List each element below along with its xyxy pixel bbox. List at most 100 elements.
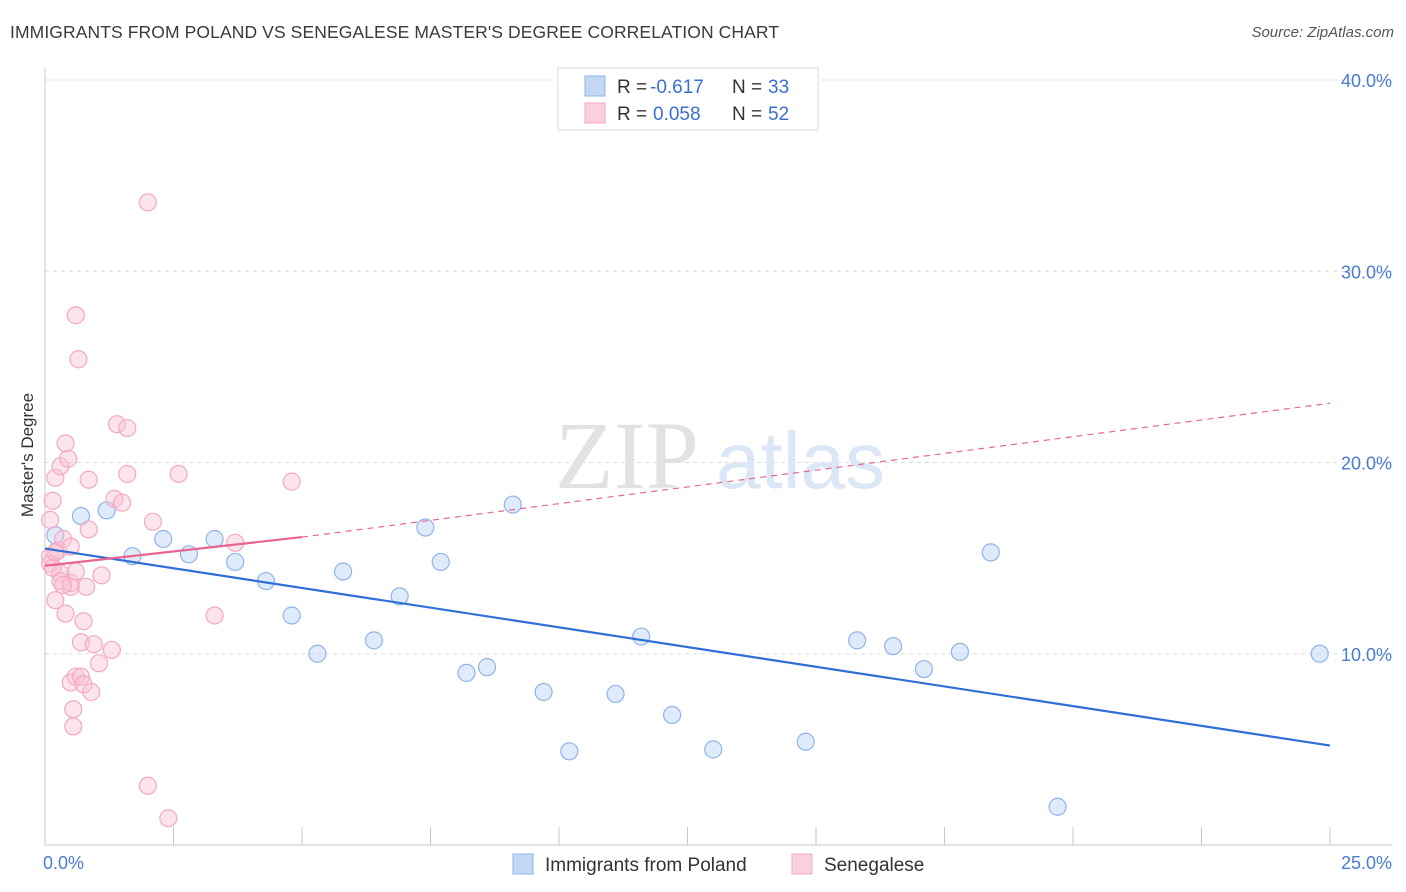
poland-point-10 <box>308 644 327 663</box>
poland-point-30 <box>981 543 1000 562</box>
watermark-zip: ZIP <box>555 402 699 509</box>
senegalese-point-9 <box>51 457 70 476</box>
bottom-legend-label-poland: Immigrants from Poland <box>545 855 747 876</box>
senegalese-point-19 <box>66 306 85 325</box>
senegalese-point-37 <box>118 418 137 438</box>
poland-point-25 <box>796 732 815 751</box>
poland-point-9 <box>282 606 301 625</box>
axes <box>44 68 1392 846</box>
poland-point-23 <box>662 705 682 725</box>
bottom-legend-swatch-senegalese <box>791 853 813 875</box>
poland-point-14 <box>416 518 435 537</box>
senegalese-point-47 <box>53 575 73 595</box>
senegalese-point-27 <box>79 470 98 489</box>
gridlines <box>45 79 1392 655</box>
y-axis-label: Master's Degree <box>18 393 37 517</box>
poland-point-32 <box>1310 644 1329 663</box>
chart-source: Source: ZipAtlas.com <box>1251 24 1394 41</box>
poland-point-31 <box>1048 797 1067 816</box>
poland-point-19 <box>534 682 553 702</box>
poland-point-16 <box>457 663 476 682</box>
senegalese-point-3 <box>43 491 62 510</box>
bottom-legend-swatch-poland <box>512 853 534 875</box>
senegalese-point-35 <box>107 415 127 434</box>
senegalese-point-18 <box>64 717 83 736</box>
senegalese-point-13 <box>56 434 75 453</box>
watermark-atlas: atlas <box>716 416 885 505</box>
x-tick-label-end: 25.0% <box>1341 853 1392 873</box>
series-0 <box>46 495 1329 816</box>
legend-r-value-2: 0.058 <box>653 104 701 125</box>
bottom-legend-label-senegalese: Senegalese <box>824 855 924 876</box>
x-tick-label-start: 0.0% <box>43 853 84 873</box>
senegalese-point-46 <box>282 472 301 491</box>
senegalese-point-21 <box>69 350 88 369</box>
legend-n-label-2: N = <box>732 104 762 125</box>
poland-point-7 <box>226 552 245 572</box>
poland-point-6 <box>205 529 224 549</box>
senegalese-point-29 <box>82 682 101 702</box>
legend-swatch-senegalese <box>584 102 606 124</box>
senegalese-point-33 <box>102 640 121 660</box>
senegalese-point-4 <box>46 591 65 610</box>
poland-point-27 <box>883 636 903 656</box>
senegalese-trend-dashed <box>301 402 1331 538</box>
series-layer <box>41 193 1329 828</box>
poland-point-1 <box>71 506 91 526</box>
senegalese-point-42 <box>159 809 178 828</box>
poland-point-11 <box>334 562 353 581</box>
legend-r-label-1: R = <box>617 77 647 98</box>
poland-point-29 <box>950 642 970 661</box>
senegalese-point-41 <box>143 512 163 531</box>
legend-r-label-2: R = <box>617 104 647 125</box>
senegalese-point-43 <box>169 464 188 484</box>
y-tick-label-1: 20.0% <box>1341 454 1392 474</box>
poland-point-28 <box>914 659 934 679</box>
legend-r-value-1: -0.617 <box>650 77 704 98</box>
senegalese-point-26 <box>77 577 96 596</box>
y-tick-label-3: 40.0% <box>1341 71 1392 91</box>
senegalese-point-44 <box>205 606 224 625</box>
senegalese-point-10 <box>53 529 73 549</box>
poland-point-24 <box>704 740 723 759</box>
senegalese-point-25 <box>74 612 93 631</box>
legend-n-value-1: 33 <box>768 77 789 98</box>
senegalese-point-28 <box>79 520 98 539</box>
senegalese-trend-line <box>44 535 303 567</box>
senegalese-point-12 <box>59 449 78 468</box>
senegalese-point-31 <box>89 654 109 673</box>
senegalese-point-32 <box>92 566 111 585</box>
senegalese-point-48 <box>66 562 85 581</box>
poland-point-17 <box>477 658 497 677</box>
trend-layer <box>44 402 1331 747</box>
poland-point-12 <box>364 631 384 650</box>
senegalese-point-36 <box>112 493 132 512</box>
poland-point-4 <box>154 529 173 549</box>
senegalese-point-39 <box>138 193 157 212</box>
senegalese-point-24 <box>74 675 93 694</box>
poland-trend-line <box>44 547 1331 747</box>
legend-swatch-poland <box>584 75 606 97</box>
senegalese-point-11 <box>56 604 75 623</box>
poland-point-13 <box>390 587 409 606</box>
tick-labels: 10.0% 20.0% 30.0% 40.0% 0.0% 25.0% <box>43 71 1392 873</box>
poland-point-22 <box>632 627 651 646</box>
senegalese-point-30 <box>84 635 103 654</box>
chart-title: IMMIGRANTS FROM POLAND VS SENEGALESE MAS… <box>10 22 780 42</box>
senegalese-point-2 <box>41 510 60 529</box>
senegalese-point-38 <box>118 464 137 484</box>
legend-n-value-2: 52 <box>768 104 789 125</box>
poland-point-26 <box>848 631 867 650</box>
legend-n-label-1: N = <box>732 77 762 98</box>
y-tick-label-0: 10.0% <box>1341 645 1392 665</box>
poland-point-21 <box>606 684 625 704</box>
senegalese-point-20 <box>66 667 85 686</box>
y-tick-label-2: 30.0% <box>1341 262 1392 282</box>
senegalese-point-5 <box>46 468 65 487</box>
senegalese-point-51 <box>46 543 65 562</box>
bottom-legend: Immigrants from Poland Senegalese <box>512 853 924 876</box>
poland-point-20 <box>560 742 579 761</box>
senegalese-point-17 <box>64 700 83 719</box>
senegalese-point-40 <box>138 776 157 795</box>
